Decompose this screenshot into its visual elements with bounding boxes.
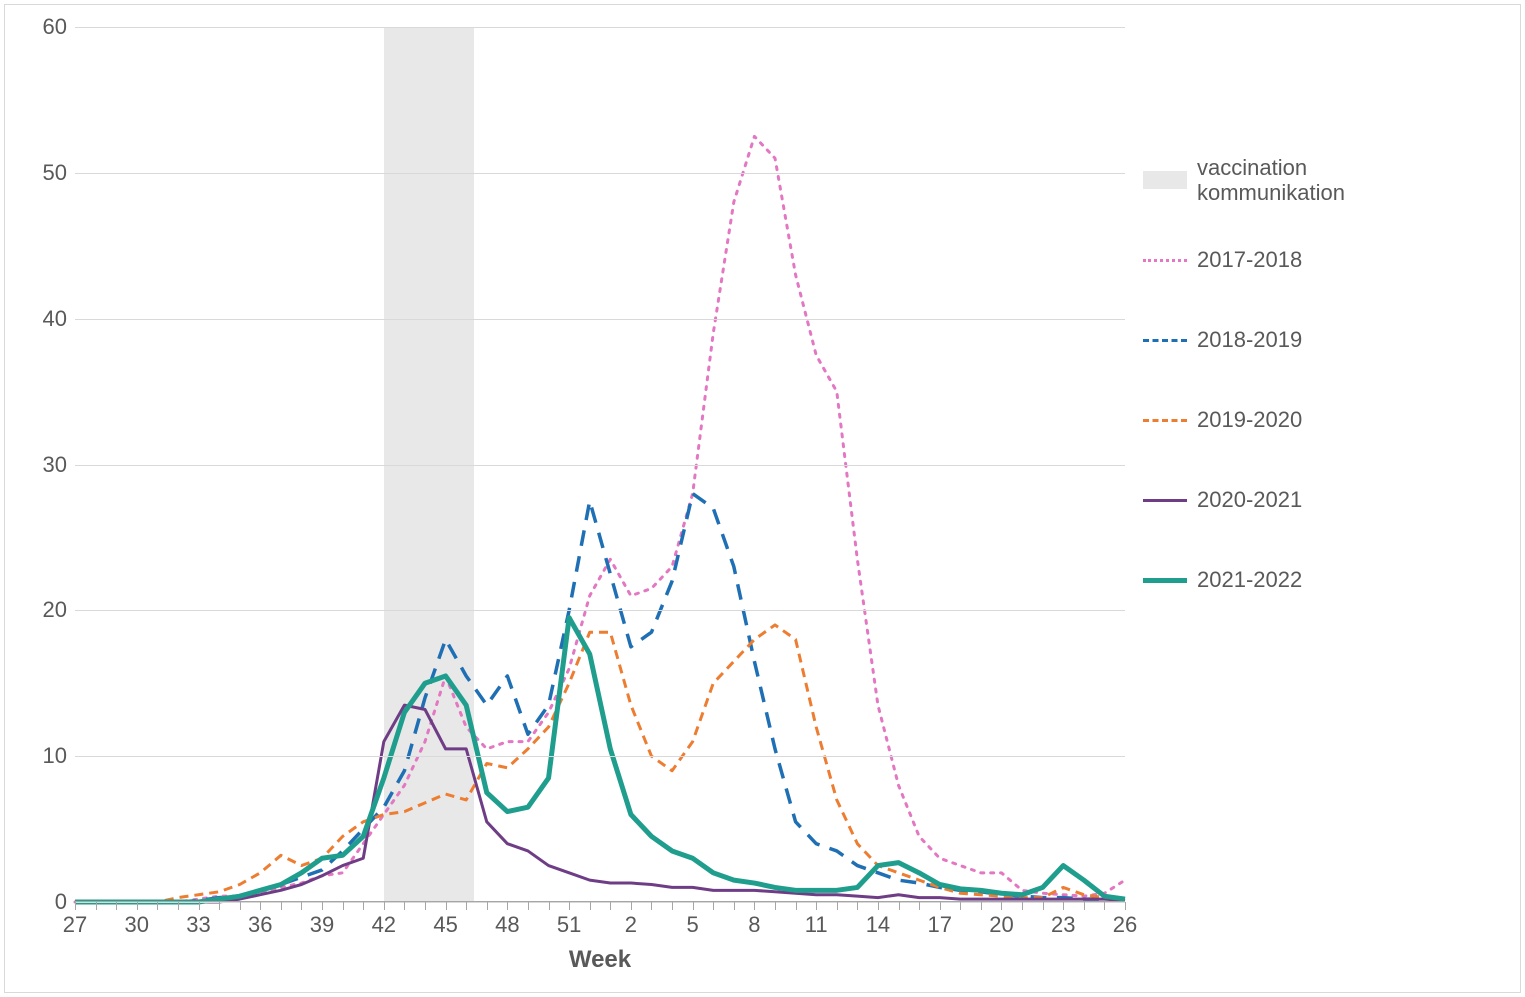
x-tick-label: 20 [989, 902, 1013, 938]
x-tick-label: 33 [186, 902, 210, 938]
x-tick [734, 902, 735, 910]
x-tick-label: 14 [866, 902, 890, 938]
x-tick [960, 902, 961, 910]
gridline [75, 756, 1125, 757]
x-tick-label: 23 [1051, 902, 1075, 938]
x-tick-label: 48 [495, 902, 519, 938]
x-tick [281, 902, 282, 910]
x-tick-label: 8 [748, 902, 760, 938]
x-tick [466, 902, 467, 910]
legend-line [1143, 419, 1187, 422]
legend-line [1143, 578, 1187, 583]
x-tick-label: 30 [125, 902, 149, 938]
x-tick [837, 902, 838, 910]
legend-item: 2018-2019 [1143, 325, 1302, 355]
x-tick [1043, 902, 1044, 910]
legend-label: vaccinationkommunikation [1197, 155, 1345, 206]
x-tick [651, 902, 652, 910]
x-tick [96, 902, 97, 910]
legend-item: 2021-2022 [1143, 565, 1302, 595]
x-tick [796, 902, 797, 910]
chart-frame: Week 01020304050602730333639424548512581… [4, 4, 1521, 993]
gridline [75, 610, 1125, 611]
x-tick [487, 902, 488, 910]
x-tick-label: 51 [557, 902, 581, 938]
legend-item: 2019-2020 [1143, 405, 1302, 435]
legend-item: 2017-2018 [1143, 245, 1302, 275]
series-2020-2021 [75, 705, 1125, 902]
x-tick [240, 902, 241, 910]
x-tick [1022, 902, 1023, 910]
x-tick [1084, 902, 1085, 910]
x-tick [610, 902, 611, 910]
legend-line [1143, 499, 1187, 502]
legend-swatch [1143, 171, 1187, 189]
x-tick [549, 902, 550, 910]
x-tick-label: 17 [927, 902, 951, 938]
x-tick [363, 902, 364, 910]
x-tick [301, 902, 302, 910]
x-tick-label: 45 [433, 902, 457, 938]
x-tick [343, 902, 344, 910]
x-tick [981, 902, 982, 910]
x-tick [178, 902, 179, 910]
gridline [75, 902, 1125, 903]
x-tick [157, 902, 158, 910]
gridline [75, 465, 1125, 466]
series-2021-2022 [75, 618, 1125, 902]
x-tick-label: 2 [625, 902, 637, 938]
legend-line [1143, 339, 1187, 342]
x-tick [713, 902, 714, 910]
series-2017-2018 [75, 136, 1125, 902]
x-tick [528, 902, 529, 910]
legend-label: 2019-2020 [1197, 407, 1302, 432]
plot-area: Week 01020304050602730333639424548512581… [75, 27, 1125, 902]
x-tick-label: 27 [63, 902, 87, 938]
y-tick-label: 20 [43, 597, 75, 623]
legend-line [1143, 259, 1187, 262]
legend-item: vaccinationkommunikation [1143, 165, 1345, 195]
x-tick [919, 902, 920, 910]
x-tick [219, 902, 220, 910]
legend-label: 2018-2019 [1197, 327, 1302, 352]
x-tick-label: 11 [805, 902, 828, 938]
x-tick-label: 26 [1113, 902, 1137, 938]
y-tick-label: 40 [43, 306, 75, 332]
x-tick-label: 5 [687, 902, 699, 938]
x-tick [590, 902, 591, 910]
legend-label: 2017-2018 [1197, 247, 1302, 272]
x-tick [775, 902, 776, 910]
y-tick-label: 60 [43, 14, 75, 40]
x-tick [672, 902, 673, 910]
series-2019-2020 [75, 625, 1125, 902]
x-tick [857, 902, 858, 910]
legend-item: 2020-2021 [1143, 485, 1302, 515]
x-tick [425, 902, 426, 910]
y-tick-label: 30 [43, 452, 75, 478]
y-tick-label: 50 [43, 160, 75, 186]
x-tick [899, 902, 900, 910]
x-tick [116, 902, 117, 910]
x-tick [404, 902, 405, 910]
x-tick-label: 42 [372, 902, 396, 938]
x-tick-label: 36 [248, 902, 272, 938]
gridline [75, 173, 1125, 174]
gridline [75, 27, 1125, 28]
x-tick [1104, 902, 1105, 910]
legend-label: 2021-2022 [1197, 567, 1302, 592]
gridline [75, 319, 1125, 320]
legend-label: 2020-2021 [1197, 487, 1302, 512]
y-tick-label: 10 [43, 743, 75, 769]
x-tick-label: 39 [310, 902, 334, 938]
